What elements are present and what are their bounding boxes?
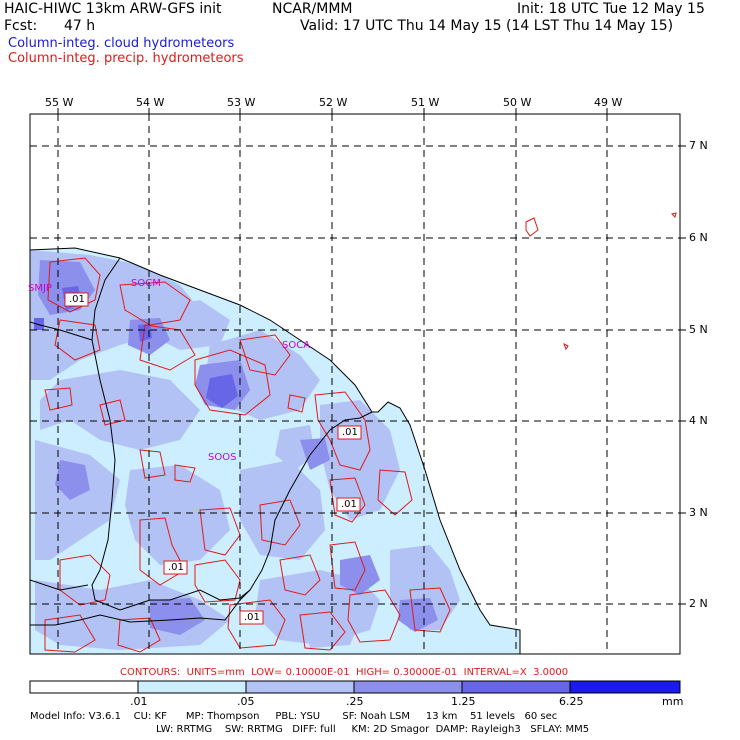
lon-label: 50 W: [503, 96, 532, 109]
colorbar-bin-5: [569, 680, 681, 694]
colorbar-bin-0: [29, 680, 139, 694]
lon-label: 55 W: [45, 96, 74, 109]
lon-label: 54 W: [136, 96, 165, 109]
contour-label: .01: [168, 562, 184, 573]
colorbar-tick: 1.25: [451, 695, 476, 708]
model-title: HAIC-HIWC 13km ARW-GFS init: [4, 1, 222, 17]
init-time: Init: 18 UTC Tue 12 May 15: [517, 1, 705, 17]
lat-label: 6 N: [689, 231, 708, 244]
colorbar-tick: 6.25: [559, 695, 584, 708]
lat-label: 4 N: [689, 414, 708, 427]
lat-label: 2 N: [689, 597, 708, 610]
contour-label: .01: [244, 612, 260, 623]
cloud-field-title: Column-integ. cloud hydrometeors: [8, 36, 235, 51]
fcst-value: 47 h: [64, 18, 96, 34]
cloud-mid-fill: [30, 250, 460, 650]
precip-contours: [44, 212, 677, 653]
precip-field-title: Column-integ. precip. hydrometeors: [8, 51, 244, 66]
contour-label: .01: [342, 427, 358, 438]
lat-label: 5 N: [689, 323, 708, 336]
lat-label: 7 N: [689, 139, 708, 152]
contours-info: CONTOURS: UNITS=mm LOW= 0.10000E-01 HIGH…: [120, 667, 569, 678]
lon-label: 53 W: [227, 96, 256, 109]
colorbar-tick: .05: [237, 695, 255, 708]
lon-label: 49 W: [594, 96, 623, 109]
station-label: SMJP: [28, 283, 52, 294]
colorbar-bin-3: [353, 680, 463, 694]
contour-label-boxes: [64, 292, 362, 625]
contour-label: .01: [69, 294, 85, 305]
axis-ticks: [57, 108, 686, 605]
model-info-line1: Model Info: V3.6.1 CU: KF MP: Thompson P…: [30, 711, 558, 722]
fcst-label: Fcst:: [4, 18, 38, 34]
colorbar-bin-4: [461, 680, 571, 694]
colorbar-bin-1: [137, 680, 247, 694]
lon-label: 52 W: [319, 96, 348, 109]
lat-label: 3 N: [689, 506, 708, 519]
colorbar-bin-2: [245, 680, 355, 694]
map-frame: [29, 113, 681, 655]
org-label: NCAR/MMM: [272, 1, 353, 17]
valid-time: Valid: 17 UTC Thu 14 May 15 (14 LST Thu …: [300, 18, 674, 34]
coastline: [30, 247, 521, 654]
field-layer: [30, 114, 680, 654]
lon-label: 51 W: [411, 96, 440, 109]
station-label: SOCA: [282, 340, 311, 351]
station-label: SOCM: [131, 278, 161, 289]
colorbar-unit: mm: [662, 695, 684, 708]
latlon-grid: [30, 114, 680, 654]
colorbar: [29, 680, 681, 694]
station-label: SOOS: [208, 452, 237, 463]
model-info-line2: LW: RRTMG SW: RRTMG DIFF: full KM: 2D Sm…: [156, 724, 590, 735]
contour-label: .01: [341, 499, 357, 510]
colorbar-tick: .01: [130, 695, 148, 708]
colorbar-tick: .25: [346, 695, 364, 708]
